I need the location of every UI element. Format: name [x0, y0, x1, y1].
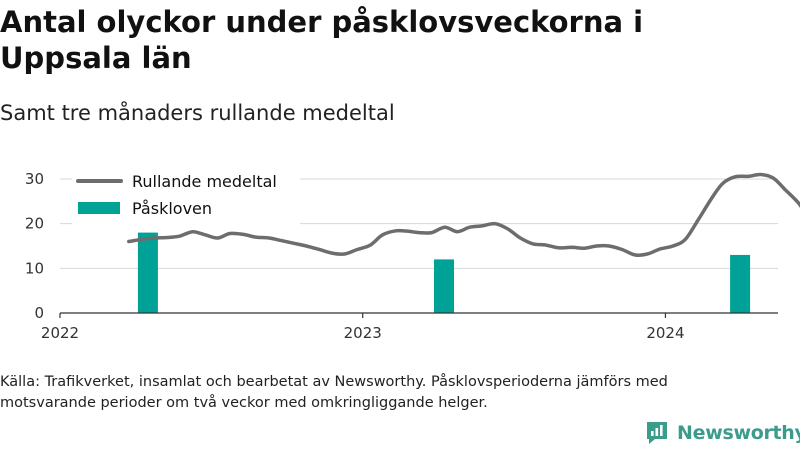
axes: 0 10 20 30 2022 2023 2024	[25, 170, 778, 342]
brand-name: Newsworthy	[677, 422, 800, 444]
line-series	[127, 172, 800, 257]
chart-title: Antal olyckor under påsklovsveckorna i U…	[0, 5, 644, 75]
bar-paskloven	[434, 259, 455, 313]
legend-label-bar: Påskloven	[132, 199, 212, 218]
bar-series	[137, 232, 751, 313]
legend-label-line: Rullande medeltal	[132, 172, 277, 191]
source-note: Källa: Trafikverket, insamlat och bearbe…	[0, 374, 668, 411]
y-tick-label: 0	[34, 304, 44, 322]
legend-background	[72, 168, 300, 228]
chart: 0 10 20 30 2022 2023 2024 Rullande medeltal På…	[25, 168, 800, 342]
newsworthy-logo-icon	[647, 422, 667, 444]
legend: Rullande medeltal Påskloven	[72, 168, 300, 228]
x-tick-label: 2024	[646, 324, 684, 342]
y-tick-label: 30	[25, 170, 44, 188]
bar-paskloven	[137, 232, 158, 313]
x-tick-label: 2023	[344, 324, 382, 342]
bar-paskloven	[730, 254, 751, 313]
brand-logo: Newsworthy	[645, 420, 800, 446]
chart-subtitle: Samt tre månaders rullande medeltal	[0, 101, 395, 125]
y-tick-label: 10	[25, 259, 44, 277]
y-tick-label: 20	[25, 215, 44, 233]
x-tick-label: 2022	[41, 324, 79, 342]
legend-bar-swatch	[78, 202, 120, 214]
line-rullande-medeltal	[127, 172, 800, 257]
